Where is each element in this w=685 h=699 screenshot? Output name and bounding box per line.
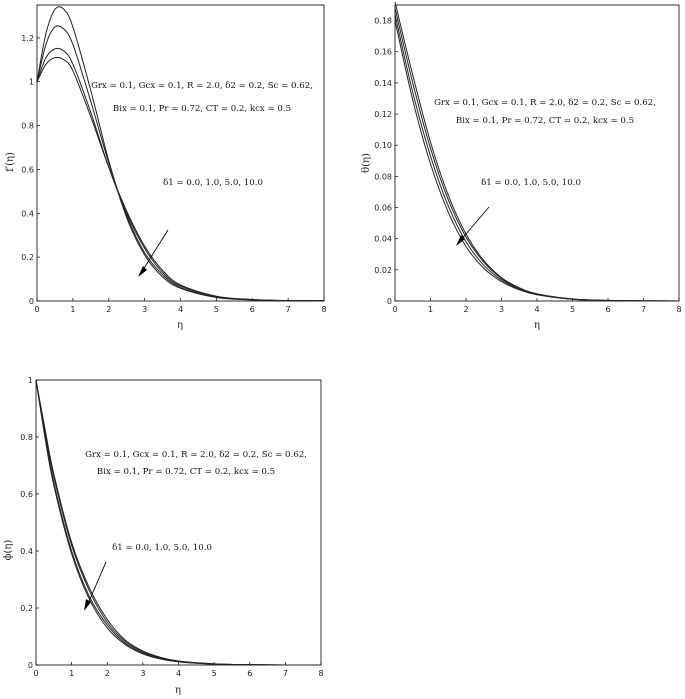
series-line-4 <box>35 379 322 666</box>
y-tick-label: 0.08 <box>374 172 392 181</box>
y-tick-label: 0.6 <box>20 490 33 499</box>
y-tick-label: 0.8 <box>21 122 34 131</box>
x-tick-label: 7 <box>286 305 291 314</box>
series-line-3 <box>394 14 680 302</box>
x-tick-label: 3 <box>142 305 147 314</box>
series-line-2 <box>36 25 325 302</box>
parameter-annotation-line1: Grx = 0.1, Gcx = 0.1, R = 2.0, δ2 = 0.2,… <box>434 98 656 108</box>
temperature-chart: 0 1 2 3 4 5 6 7 8 0 0.02 0.04 0.06 0.08 0.10 0.12 0.14 0.… <box>361 1 682 331</box>
x-tick-label: 2 <box>106 305 111 314</box>
y-tick-label: 0.2 <box>20 604 33 613</box>
x-tick-label: 3 <box>499 305 504 314</box>
x-axis-label: η <box>177 320 183 331</box>
y-tick-label: 0.04 <box>374 235 392 244</box>
parameter-annotation-line1: Grx = 0.1, Gcx = 0.1, R = 2.0, δ2 = 0.2,… <box>85 450 307 460</box>
x-tick-label: 4 <box>178 305 183 314</box>
delta1-values-label: δ1 = 0.0, 1.0, 5.0, 10.0 <box>163 178 263 188</box>
y-tick-label: 0 <box>387 297 392 306</box>
x-tick-label: 4 <box>176 669 181 678</box>
series-line-2 <box>35 379 322 666</box>
curves <box>36 6 325 302</box>
plot-frame <box>35 379 322 666</box>
delta1-values-label: δ1 = 0.0, 1.0, 5.0, 10.0 <box>481 178 581 188</box>
y-tick-label: 1.2 <box>21 34 34 43</box>
x-tick-label: 1 <box>70 305 75 314</box>
parameter-annotation-line2: Bix = 0.1, Pr = 0.72, CT = 0.2, kcx = 0.… <box>97 467 275 477</box>
velocity-chart: 0 1 2 3 4 5 6 7 8 0 0.2 0.4 0.6 0.8 1 1.2 η f′(η) Grx =… <box>5 4 327 331</box>
x-tick-label: 7 <box>641 305 646 314</box>
y-tick-label: 0.06 <box>374 204 392 213</box>
y-axis-label: θ(η) <box>361 153 372 173</box>
x-tick-label: 7 <box>283 669 288 678</box>
plot-frame <box>394 4 680 302</box>
x-axis-label: η <box>534 320 540 331</box>
y-tick-label: 0.8 <box>20 433 33 442</box>
series-line-1 <box>35 379 322 666</box>
series-line-1 <box>36 6 325 302</box>
parameter-annotation-line1: Grx = 0.1, Gcx = 0.1, R = 2.0, δ2 = 0.2,… <box>91 81 313 91</box>
y-tick-label: 0.12 <box>374 110 392 119</box>
x-tick-label: 6 <box>250 305 255 314</box>
y-axis-label: f′(η) <box>5 152 16 172</box>
x-tick-label: 1 <box>69 669 74 678</box>
x-tick-label: 5 <box>214 305 219 314</box>
y-tick-label: 1 <box>28 376 33 385</box>
x-tick-label: 0 <box>392 305 397 314</box>
x-tick-label: 8 <box>321 305 326 314</box>
x-tick-label: 2 <box>105 669 110 678</box>
axis-ticks: 0 1 2 3 4 5 6 7 8 0 0.2 0.4 0.6 0.8 1 <box>20 376 323 678</box>
y-tick-label: 0.02 <box>374 266 392 275</box>
axis-ticks: 0 1 2 3 4 5 6 7 8 0 0.02 0.04 0.06 0.08 0.10 0.12 0.14 0.… <box>374 17 681 314</box>
y-tick-label: 0.16 <box>374 48 392 57</box>
y-tick-label: 1 <box>29 78 34 87</box>
series-line-4 <box>394 20 680 302</box>
series-line-3 <box>35 379 322 666</box>
plot-area: 0 1 2 3 4 5 6 7 8 0 0.2 0.4 0.6 0.8 1 1.2 <box>21 4 327 314</box>
parameter-annotation-line2: Bix = 0.1, Pr = 0.72, CT = 0.2, kcx = 0.… <box>113 104 291 114</box>
axis-ticks: 0 1 2 3 4 5 6 7 8 0 0.2 0.4 0.6 0.8 1 1.2 <box>21 34 326 314</box>
delta1-values-label: δ1 = 0.0, 1.0, 5.0, 10.0 <box>112 543 212 553</box>
curves <box>35 379 322 666</box>
y-tick-label: 0.6 <box>21 165 34 174</box>
series-line-2 <box>394 8 680 302</box>
trend-arrow <box>138 229 169 277</box>
x-tick-label: 5 <box>570 305 575 314</box>
x-tick-label: 4 <box>534 305 539 314</box>
series-line-1 <box>394 1 680 302</box>
x-tick-label: 6 <box>605 305 610 314</box>
curves <box>394 1 680 302</box>
x-tick-label: 1 <box>428 305 433 314</box>
y-tick-label: 0.18 <box>374 17 392 26</box>
y-axis-label: ϕ(η) <box>3 540 14 561</box>
concentration-chart: 0 1 2 3 4 5 6 7 8 0 0.2 0.4 0.6 0.8 1 η ϕ(η) Grx = 0.1… <box>3 376 324 696</box>
y-tick-label: 0.4 <box>20 547 33 556</box>
x-tick-label: 6 <box>247 669 252 678</box>
x-tick-label: 0 <box>34 305 39 314</box>
x-tick-label: 5 <box>212 669 217 678</box>
x-tick-label: 8 <box>318 669 323 678</box>
series-line-4 <box>36 56 325 302</box>
x-tick-label: 8 <box>676 305 681 314</box>
y-tick-label: 0 <box>29 297 34 306</box>
plot-area: 0 1 2 3 4 5 6 7 8 0 0.2 0.4 0.6 0.8 1 <box>20 376 323 678</box>
trend-arrow <box>84 561 107 611</box>
y-tick-label: 0.4 <box>21 209 34 218</box>
plot-area: 0 1 2 3 4 5 6 7 8 0 0.02 0.04 0.06 0.08 0.10 0.12 0.14 0.… <box>374 1 682 314</box>
y-tick-label: 0.2 <box>21 253 34 262</box>
x-tick-label: 0 <box>33 669 38 678</box>
trend-arrow <box>456 206 490 246</box>
x-tick-label: 2 <box>463 305 468 314</box>
x-axis-label: η <box>175 685 181 696</box>
x-tick-label: 3 <box>140 669 145 678</box>
y-tick-label: 0 <box>28 661 33 670</box>
parameter-annotation-line2: Bix = 0.1, Pr = 0.72, CT = 0.2, kcx = 0.… <box>456 116 634 126</box>
y-tick-label: 0.14 <box>374 79 392 88</box>
y-tick-label: 0.10 <box>374 141 392 150</box>
